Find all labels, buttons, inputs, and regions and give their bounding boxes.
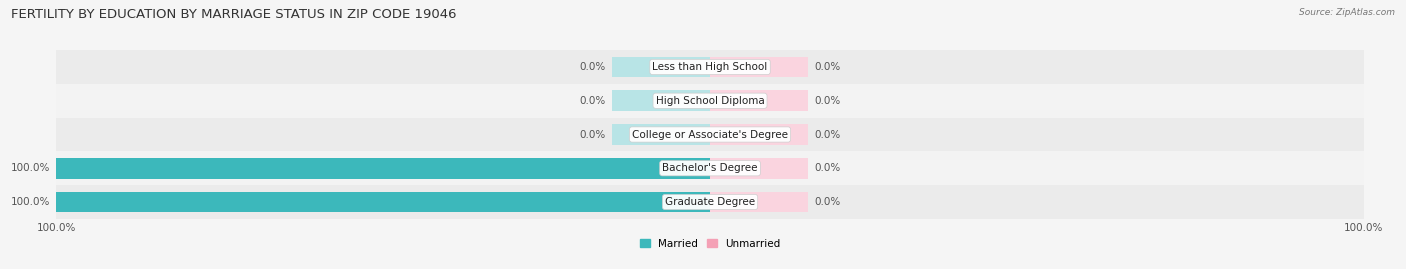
Text: 0.0%: 0.0% <box>814 129 841 140</box>
Bar <box>56 50 1364 84</box>
Bar <box>612 90 710 111</box>
Text: 100.0%: 100.0% <box>10 197 49 207</box>
Bar <box>56 192 710 213</box>
Text: Less than High School: Less than High School <box>652 62 768 72</box>
Text: Graduate Degree: Graduate Degree <box>665 197 755 207</box>
Bar <box>56 151 1364 185</box>
Text: 100.0%: 100.0% <box>10 163 49 173</box>
Text: 0.0%: 0.0% <box>814 163 841 173</box>
Bar <box>710 124 808 145</box>
Bar <box>56 118 1364 151</box>
Bar <box>612 124 710 145</box>
Text: High School Diploma: High School Diploma <box>655 96 765 106</box>
Bar <box>612 192 710 213</box>
Text: FERTILITY BY EDUCATION BY MARRIAGE STATUS IN ZIP CODE 19046: FERTILITY BY EDUCATION BY MARRIAGE STATU… <box>11 8 457 21</box>
Bar <box>56 185 1364 219</box>
Bar <box>710 158 808 179</box>
Text: College or Associate's Degree: College or Associate's Degree <box>633 129 787 140</box>
Text: Bachelor's Degree: Bachelor's Degree <box>662 163 758 173</box>
Text: 0.0%: 0.0% <box>814 62 841 72</box>
Text: 0.0%: 0.0% <box>814 197 841 207</box>
Text: 0.0%: 0.0% <box>579 96 606 106</box>
Bar <box>710 90 808 111</box>
Bar <box>710 56 808 77</box>
Bar <box>612 158 710 179</box>
Bar <box>612 56 710 77</box>
Bar <box>710 192 808 213</box>
Text: 0.0%: 0.0% <box>814 96 841 106</box>
Text: Source: ZipAtlas.com: Source: ZipAtlas.com <box>1299 8 1395 17</box>
Text: 0.0%: 0.0% <box>579 129 606 140</box>
Text: 0.0%: 0.0% <box>579 62 606 72</box>
Legend: Married, Unmarried: Married, Unmarried <box>636 235 785 253</box>
Bar <box>56 84 1364 118</box>
Bar <box>56 158 710 179</box>
